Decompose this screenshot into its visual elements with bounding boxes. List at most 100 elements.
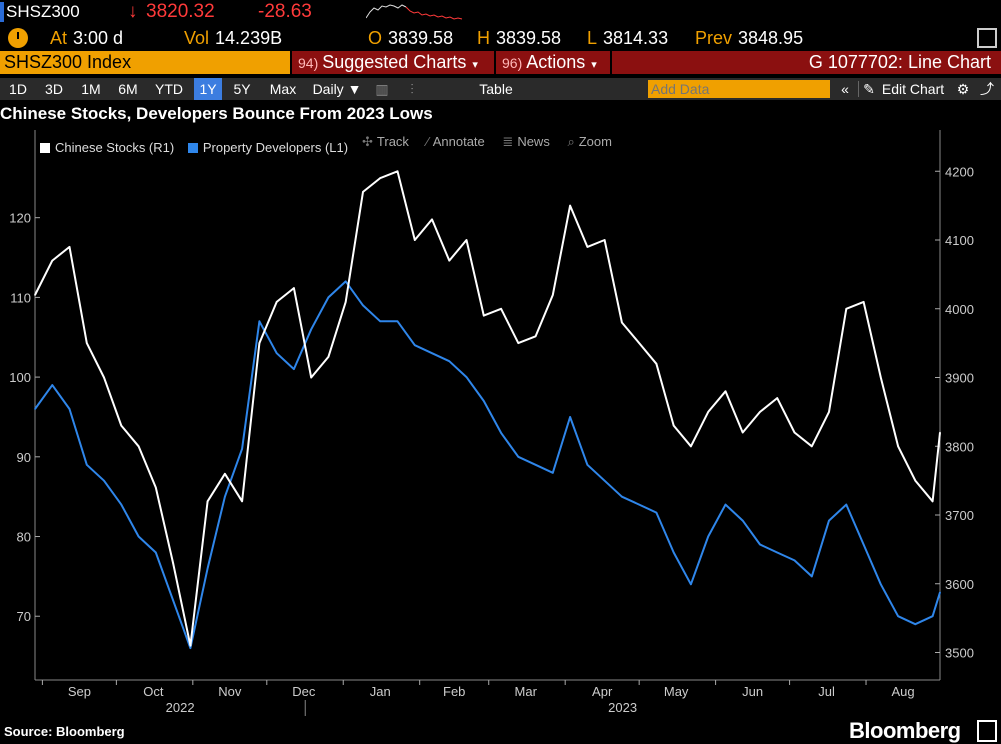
chart-type-icon[interactable]: ▥ xyxy=(375,81,389,97)
settings-icon[interactable]: ⚙ xyxy=(956,81,970,97)
range-1m-button[interactable]: 1M xyxy=(81,81,101,97)
footer: Source: Bloomberg Bloomberg xyxy=(0,718,1001,744)
point-property-developers xyxy=(500,432,502,434)
point-property-developers xyxy=(931,615,934,617)
point-property-developers xyxy=(939,591,941,594)
point-chinese-stocks xyxy=(293,287,295,289)
legend-item-property-developers[interactable]: Property Developers (L1) xyxy=(187,140,349,156)
line-chart[interactable]: 70 80 90 100 110 120 3500 3600 3700 3800 3900 4000… xyxy=(0,130,1001,718)
point-chinese-stocks xyxy=(310,376,313,379)
function-title: G 1077702: Line Chart xyxy=(612,51,1001,74)
right-axis-tick-label: 3500 xyxy=(945,646,974,661)
point-property-developers xyxy=(414,344,416,346)
point-chinese-stocks xyxy=(500,308,502,310)
legend-label: Property Developers (L1) xyxy=(202,140,349,155)
point-property-developers xyxy=(828,519,830,522)
legend-swatch xyxy=(187,143,198,153)
point-chinese-stocks xyxy=(465,239,468,241)
left-axis-tick-label: 80 xyxy=(17,530,31,545)
point-chinese-stocks xyxy=(241,500,243,503)
security-bar: SHSZ300 Index 94) Suggested Charts ▾ 96) Ac… xyxy=(0,51,1001,74)
bar-style-icon[interactable]: ⫶ xyxy=(410,81,414,97)
range-6m-button[interactable]: 6M xyxy=(118,81,138,97)
point-property-developers xyxy=(379,320,382,323)
point-property-developers xyxy=(621,495,623,498)
range-1d-button[interactable]: 1D xyxy=(9,81,27,97)
point-property-developers xyxy=(189,647,192,649)
high-value: 3839.58 xyxy=(496,28,562,48)
point-property-developers xyxy=(34,408,36,410)
point-property-developers xyxy=(51,384,54,386)
last-price: 3820.32 xyxy=(146,1,215,22)
point-property-developers xyxy=(552,472,554,474)
range-3d-button[interactable]: 3D xyxy=(45,81,63,97)
source-note: Source: Bloomberg xyxy=(4,724,125,739)
popout-icon[interactable] xyxy=(977,28,997,48)
actions-menu[interactable]: 96) Actions ▾ xyxy=(496,51,610,74)
point-property-developers xyxy=(897,615,899,617)
point-chinese-stocks xyxy=(655,363,658,365)
x-axis-year-label: 2022 xyxy=(166,700,195,715)
x-axis-month-label: Jul xyxy=(818,684,835,699)
suggested-charts-menu[interactable]: 94) Suggested Charts ▾ xyxy=(292,51,494,74)
export-icon[interactable]: ⤴ xyxy=(980,81,994,97)
point-chinese-stocks xyxy=(741,431,744,434)
point-chinese-stocks xyxy=(86,342,88,344)
add-data-input[interactable] xyxy=(648,80,830,98)
chart-title: Chinese Stocks, Developers Bounce From 2… xyxy=(0,104,433,123)
point-chinese-stocks xyxy=(431,218,433,221)
point-chinese-stocks xyxy=(68,246,71,248)
news-tool[interactable]: News xyxy=(517,134,550,149)
right-axis-tick-label: 3700 xyxy=(945,508,974,523)
point-chinese-stocks xyxy=(931,500,934,503)
collapse-icon[interactable]: « xyxy=(841,81,849,97)
right-axis-tick-label: 3600 xyxy=(945,577,974,592)
point-property-developers xyxy=(103,479,105,482)
table-button[interactable]: Table xyxy=(479,81,513,97)
bloomberg-terminal-icon xyxy=(977,720,997,742)
point-chinese-stocks xyxy=(362,191,364,193)
point-chinese-stocks xyxy=(586,246,589,248)
point-property-developers xyxy=(603,479,606,482)
quote-bar: SHSZ300 ↓ 3820.32 -28.63 xyxy=(0,0,1001,24)
point-chinese-stocks xyxy=(828,411,830,413)
track-tool[interactable]: Track xyxy=(376,134,409,149)
ticker-symbol[interactable]: SHSZ300 xyxy=(0,2,80,22)
point-property-developers xyxy=(880,583,882,586)
left-axis-tick-label: 90 xyxy=(17,450,31,465)
chart-legend: Chinese Stocks (R1) Property Developers … xyxy=(40,140,358,156)
range-5y-button[interactable]: 5Y xyxy=(233,81,251,97)
suggested-charts-number: 94) xyxy=(298,55,319,71)
x-axis-year-label: 2023 xyxy=(608,700,637,715)
low-value: 3814.33 xyxy=(603,28,669,48)
point-chinese-stocks xyxy=(258,342,261,344)
prev-value: 3848.95 xyxy=(738,28,804,48)
point-property-developers xyxy=(655,511,658,514)
range-1y-button[interactable]: 1Y xyxy=(194,78,222,100)
annotate-tool[interactable]: Annotate xyxy=(432,134,485,149)
pencil-icon: ✎ xyxy=(863,81,875,97)
x-axis-month-label: Jun xyxy=(742,684,763,699)
point-chinese-stocks xyxy=(155,486,157,489)
net-change: -28.63 xyxy=(258,1,312,22)
open-label: O xyxy=(368,28,383,48)
frequency-dropdown[interactable]: Daily ▼ xyxy=(312,81,362,97)
edit-chart-button[interactable]: Edit Chart xyxy=(881,81,945,97)
point-property-developers xyxy=(396,320,399,323)
point-property-developers xyxy=(690,583,692,586)
legend-item-chinese-stocks[interactable]: Chinese Stocks (R1) xyxy=(40,140,174,156)
security-field[interactable]: SHSZ300 Index xyxy=(0,51,290,74)
open-value: 3839.58 xyxy=(388,28,454,48)
point-property-developers xyxy=(137,535,140,538)
zoom-tool[interactable]: Zoom xyxy=(578,134,612,149)
point-chinese-stocks xyxy=(672,424,675,427)
point-property-developers xyxy=(310,328,313,331)
point-property-developers xyxy=(327,296,330,299)
point-property-developers xyxy=(465,376,468,378)
range-ytd-button[interactable]: YTD xyxy=(155,81,183,97)
range-max-button[interactable]: Max xyxy=(269,81,297,97)
point-chinese-stocks xyxy=(603,239,606,241)
volume-value: 14.239B xyxy=(215,28,283,48)
right-axis-tick-label: 3800 xyxy=(945,439,974,454)
